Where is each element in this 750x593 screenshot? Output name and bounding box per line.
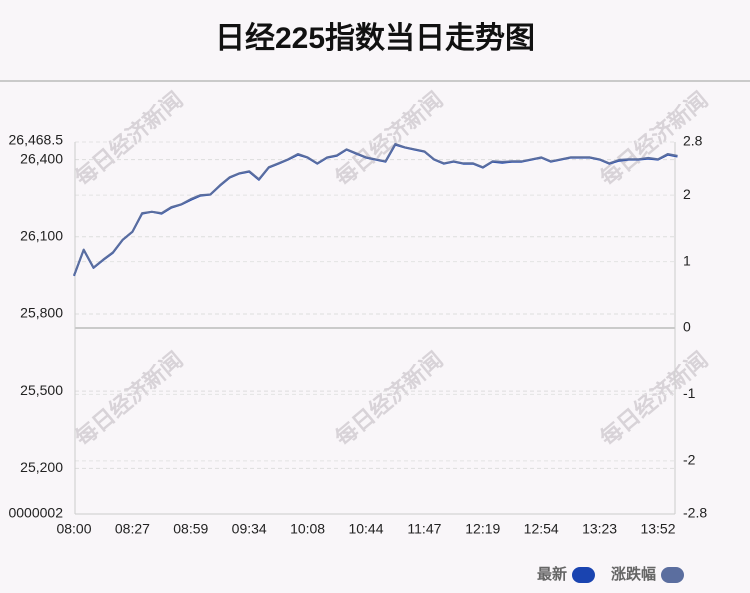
legend-label: 涨跌幅 [611,565,656,583]
x-tick-label: 13:23 [582,521,617,537]
y2-tick-label: 2.8 [683,133,703,149]
y-tick-label: 0000002 [8,505,63,521]
x-tick-label: 10:44 [348,521,383,537]
x-tick-label: 12:19 [465,521,500,537]
y-tick-label: 26,468.5 [9,132,64,148]
legend-swatch [661,567,684,583]
series-line [73,143,678,276]
x-tick-label: 08:00 [56,521,91,537]
chart-title: 日经225指数当日走势图 [215,21,535,55]
y-tick-label: 25,500 [20,382,63,398]
y-tick-label: 25,800 [20,305,63,321]
legend-label: 最新 [537,565,567,583]
watermark: 每日经济新闻 [70,87,188,192]
y2-tick-label: 0 [683,319,691,335]
x-tick-label: 11:47 [407,521,441,537]
x-tick-label: 12:54 [524,521,559,537]
y2-tick-label: -1 [683,385,696,401]
watermark: 每日经济新闻 [595,347,713,452]
watermark: 每日经济新闻 [330,87,448,192]
x-tick-label: 10:08 [290,521,325,537]
y2-tick-label: -2 [683,452,696,468]
y-tick-label: 26,400 [20,150,63,166]
x-tick-label: 09:34 [232,521,267,537]
y2-tick-label: -2.8 [683,505,707,521]
y-tick-label: 25,200 [20,459,63,475]
watermark: 每日经济新闻 [330,347,448,452]
y2-tick-label: 1 [683,252,691,268]
legend-swatch [571,567,595,583]
x-tick-label: 08:59 [173,521,208,537]
y2-tick-label: 2 [683,186,691,202]
x-tick-label: 13:52 [640,521,675,537]
y-tick-label: 26,100 [20,228,63,244]
watermark: 每日经济新闻 [70,347,188,452]
x-tick-label: 08:27 [115,521,150,537]
